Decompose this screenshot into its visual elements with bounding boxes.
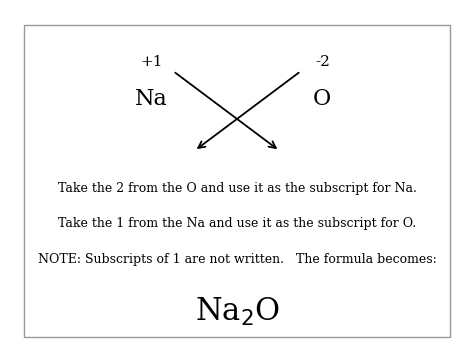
- Text: Take the 1 from the Na and use it as the subscript for O.: Take the 1 from the Na and use it as the…: [58, 217, 416, 230]
- Text: Take the 2 from the O and use it as the subscript for Na.: Take the 2 from the O and use it as the …: [57, 182, 417, 195]
- FancyBboxPatch shape: [24, 25, 450, 337]
- Text: O: O: [313, 88, 331, 110]
- Text: Na$_2$O: Na$_2$O: [194, 296, 280, 328]
- Text: NOTE: Subscripts of 1 are not written.   The formula becomes:: NOTE: Subscripts of 1 are not written. T…: [37, 253, 437, 266]
- Text: +1: +1: [140, 55, 163, 69]
- Text: Na: Na: [135, 88, 168, 110]
- Text: -2: -2: [315, 55, 330, 69]
